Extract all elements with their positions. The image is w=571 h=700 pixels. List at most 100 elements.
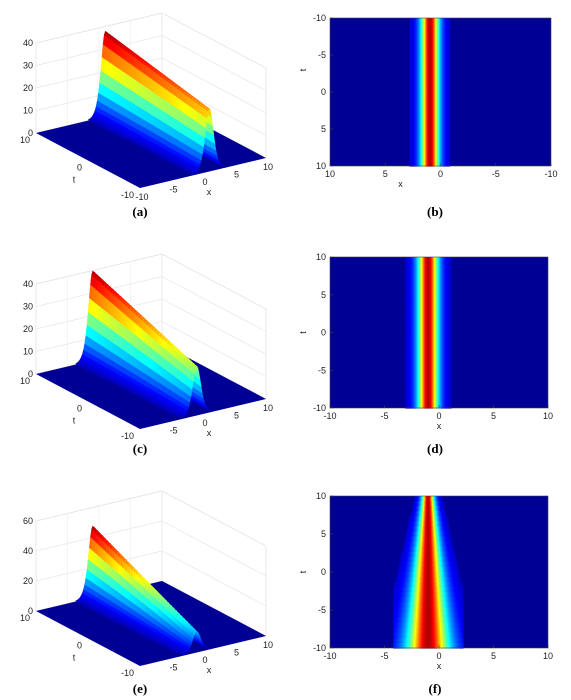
heatmap-cell: [409, 106, 411, 113]
t-tick-label: 10: [316, 161, 326, 171]
x-tick-label: 5: [491, 411, 496, 421]
heatmap-cell: [409, 116, 411, 123]
heatmap-cell: [409, 156, 411, 162]
x-tick-label: 0: [202, 418, 207, 428]
heatmap-cell: [450, 322, 452, 329]
z-tick-label: 40: [23, 38, 33, 48]
x-tick-label: 10: [325, 169, 335, 179]
z-tick-label: 30: [23, 302, 33, 312]
heatmap-cell: [450, 282, 452, 288]
x-tick-label: 5: [234, 170, 239, 180]
heatmap-cell: [409, 22, 411, 29]
heatmap-cell: [409, 72, 411, 78]
x-tick-label: 10: [543, 411, 553, 421]
heatmap-cell: [409, 146, 411, 152]
heatmap-cell: [450, 372, 452, 379]
t-tick-label: -5: [318, 365, 326, 375]
t-tick-label: 10: [316, 252, 326, 262]
heatmap-cell: [450, 382, 452, 389]
t-axis-label: t: [73, 416, 76, 426]
x-tick-label: -5: [169, 185, 177, 195]
heatmap-cell: [409, 18, 411, 24]
heatmap-cell: [450, 392, 452, 399]
x-tick-label: -5: [380, 411, 388, 421]
heatmap-cell: [409, 37, 411, 44]
heatmap-cell: [450, 257, 452, 263]
heatmap-cell: [450, 327, 452, 334]
heatmap-cell: [409, 87, 411, 93]
heatmap-cells-b: [409, 18, 451, 167]
heatmap-cell: [450, 267, 452, 273]
z-tick-label: 20: [23, 324, 33, 334]
x-tick-label: 0: [438, 169, 443, 179]
x-tick-label: 10: [263, 162, 273, 172]
x-axis-label: x: [398, 179, 403, 189]
heatmap-cell: [409, 62, 411, 68]
z-tick-label: 40: [23, 279, 33, 289]
heatmap-cell: [450, 312, 452, 318]
x-tick-label: -10: [135, 192, 148, 202]
t-tick-label: -5: [318, 50, 326, 60]
x-tick-label: -5: [492, 169, 500, 179]
t-tick-label: 5: [321, 290, 326, 300]
heatmap-cell: [450, 317, 452, 324]
t-tick-label: -10: [121, 190, 134, 200]
heatmap-cell: [409, 77, 411, 83]
heatmap-cell: [450, 292, 452, 298]
heatmap-cell: [450, 362, 452, 369]
t-tick-label: 0: [321, 87, 326, 97]
z-tick-label: 10: [23, 347, 33, 357]
heatmap-cell: [450, 347, 452, 354]
heatmap-cell: [450, 367, 452, 374]
heatmap-cell: [409, 67, 411, 73]
z-tick-label: 30: [23, 61, 33, 71]
heatmap-cells-d: [405, 257, 452, 409]
t-axis-label: t: [298, 331, 308, 334]
heatmap-cell: [450, 262, 452, 268]
heatmap-cell: [450, 397, 452, 404]
heatmap-cell: [409, 111, 411, 118]
heatmap-cell: [450, 287, 452, 293]
z-tick-label: 10: [23, 106, 33, 116]
t-tick-label: -10: [313, 403, 326, 413]
t-tick-label: 10: [20, 376, 30, 386]
heatmap-cell: [409, 96, 411, 103]
t-tick-label: -10: [121, 431, 134, 441]
heatmap-cell: [450, 277, 452, 283]
x-tick-label: 5: [234, 411, 239, 421]
heatmap-cell: [450, 332, 452, 339]
x-tick-label: 0: [202, 177, 207, 187]
heatmap-cell: [409, 136, 411, 142]
heatmap-cell: [409, 47, 411, 54]
x-tick-label: 10: [263, 403, 273, 413]
heatmap-cell: [409, 82, 411, 88]
heatmap-cell: [409, 92, 411, 98]
surface-strips-a: [87, 30, 226, 175]
heatmap-cell: [450, 357, 452, 364]
heatmap-cell: [450, 297, 452, 303]
heatmap-cell: [450, 342, 452, 349]
heatmap-cell: [450, 352, 452, 359]
heatmap-cell: [409, 32, 411, 39]
heatmap-cell: [409, 151, 411, 157]
x-tick-label: 0: [436, 411, 441, 421]
heatmap-cell: [450, 387, 452, 394]
x-tick-label: -5: [169, 426, 177, 436]
heatmap-cell: [409, 27, 411, 34]
t-tick-label: 0: [321, 328, 326, 338]
heatmap-cell: [450, 377, 452, 384]
heatmap-cell: [450, 337, 452, 344]
t-tick-label: 5: [321, 124, 326, 134]
heatmap-cell: [409, 52, 411, 59]
heatmap-cell: [409, 57, 411, 63]
x-tick-label: -10: [544, 169, 557, 179]
z-tick-label: 20: [23, 83, 33, 93]
t-tick-label: 0: [77, 163, 82, 173]
t-tick-label: -10: [313, 13, 326, 23]
heatmap-cell: [450, 302, 452, 308]
heatmap-cell: [450, 272, 452, 278]
